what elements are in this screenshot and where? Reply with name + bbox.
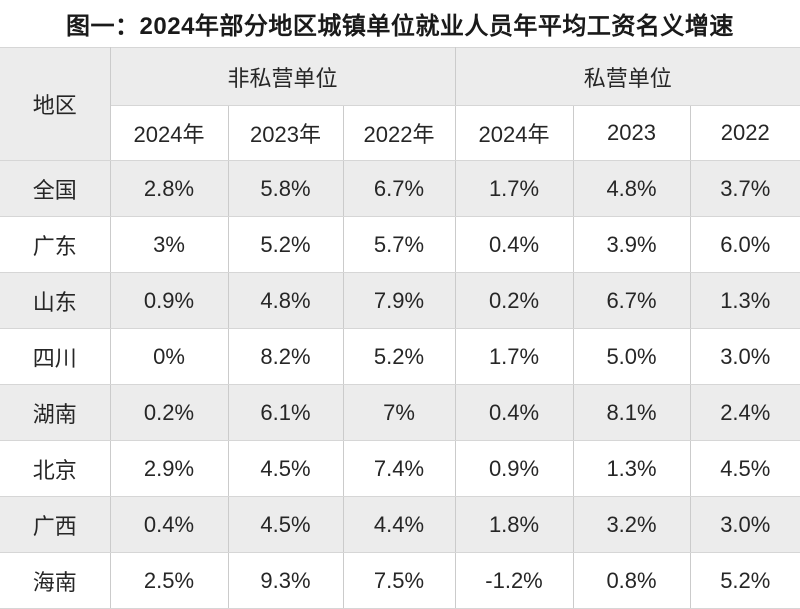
table-row-sichuan: 四川 0% 8.2% 5.2% 1.7% 5.0% 3.0% <box>0 328 800 385</box>
table-row-shandong: 山东 0.9% 4.8% 7.9% 0.2% 6.7% 1.3% <box>0 272 800 329</box>
value-cell: 1.3% <box>572 440 691 497</box>
value-cell: 4.8% <box>227 272 344 329</box>
table-row-guangdong: 广东 3% 5.2% 5.7% 0.4% 3.9% 6.0% <box>0 216 800 273</box>
region-cell: 四川 <box>0 328 111 385</box>
header-group-private: 私营单位 <box>454 47 800 106</box>
table-row-hainan: 海南 2.5% 9.3% 7.5% -1.2% 0.8% 5.2% <box>0 552 800 609</box>
region-cell: 北京 <box>0 440 111 497</box>
value-cell: 3.0% <box>689 328 800 385</box>
value-cell: 1.7% <box>454 328 574 385</box>
value-cell: 5.2% <box>342 328 456 385</box>
header-region: 地区 <box>0 47 111 161</box>
region-cell: 广东 <box>0 216 111 273</box>
value-cell: 3.7% <box>689 160 800 217</box>
wage-growth-table: 地区 非私营单位 私营单位 2024年 2023年 2022年 2024年 20… <box>0 47 800 609</box>
value-cell: 8.1% <box>572 384 691 441</box>
value-cell: 7.5% <box>342 552 456 609</box>
value-cell: 1.7% <box>454 160 574 217</box>
figure-title: 图一：2024年部分地区城镇单位就业人员年平均工资名义增速 <box>66 13 734 40</box>
value-cell: 2.9% <box>109 440 229 497</box>
region-cell: 海南 <box>0 552 111 609</box>
value-cell: 3.0% <box>689 496 800 553</box>
region-cell: 广西 <box>0 496 111 553</box>
header-private-2024: 2024年 <box>454 105 574 161</box>
table-row-beijing: 北京 2.9% 4.5% 7.4% 0.9% 1.3% 4.5% <box>0 440 800 497</box>
value-cell: 0% <box>109 328 229 385</box>
header-nonprivate-2023: 2023年 <box>227 105 344 161</box>
region-cell: 湖南 <box>0 384 111 441</box>
region-cell: 山东 <box>0 272 111 329</box>
value-cell: 6.7% <box>572 272 691 329</box>
value-cell: 0.8% <box>572 552 691 609</box>
value-cell: 2.4% <box>689 384 800 441</box>
value-cell: 7.4% <box>342 440 456 497</box>
value-cell: 5.8% <box>227 160 344 217</box>
table-row-quanguo: 全国 2.8% 5.8% 6.7% 1.7% 4.8% 3.7% <box>0 160 800 217</box>
value-cell: 1.8% <box>454 496 574 553</box>
value-cell: 2.8% <box>109 160 229 217</box>
value-cell: 7% <box>342 384 456 441</box>
header-nonprivate-2024: 2024年 <box>110 105 229 161</box>
value-cell: 4.5% <box>227 440 344 497</box>
value-cell: 3% <box>109 216 229 273</box>
value-cell: 2.5% <box>109 552 229 609</box>
header-private-2022: 2022 <box>689 105 800 161</box>
header-year-row: 2024年 2023年 2022年 2024年 2023 2022 <box>0 105 800 161</box>
value-cell: 0.9% <box>454 440 574 497</box>
value-cell: 5.7% <box>342 216 456 273</box>
value-cell: 0.4% <box>109 496 229 553</box>
value-cell: 4.8% <box>572 160 691 217</box>
value-cell: -1.2% <box>454 552 574 609</box>
value-cell: 3.9% <box>572 216 691 273</box>
value-cell: 6.0% <box>689 216 800 273</box>
value-cell: 5.0% <box>572 328 691 385</box>
value-cell: 8.2% <box>227 328 344 385</box>
value-cell: 6.1% <box>227 384 344 441</box>
header-nonprivate-2022: 2022年 <box>342 105 456 161</box>
value-cell: 4.4% <box>342 496 456 553</box>
value-cell: 5.2% <box>227 216 344 273</box>
value-cell: 4.5% <box>227 496 344 553</box>
value-cell: 0.2% <box>454 272 574 329</box>
table-row-hunan: 湖南 0.2% 6.1% 7% 0.4% 8.1% 2.4% <box>0 384 800 441</box>
region-cell: 全国 <box>0 160 111 217</box>
value-cell: 9.3% <box>227 552 344 609</box>
table-row-guangxi: 广西 0.4% 4.5% 4.4% 1.8% 3.2% 3.0% <box>0 496 800 553</box>
value-cell: 3.2% <box>572 496 691 553</box>
value-cell: 6.7% <box>342 160 456 217</box>
value-cell: 7.9% <box>342 272 456 329</box>
header-group-row: 地区 非私营单位 私营单位 <box>0 47 800 161</box>
value-cell: 0.4% <box>454 216 574 273</box>
header-private-2023: 2023 <box>572 105 691 161</box>
value-cell: 1.3% <box>689 272 800 329</box>
value-cell: 0.4% <box>454 384 574 441</box>
value-cell: 5.2% <box>689 552 800 609</box>
value-cell: 0.9% <box>109 272 229 329</box>
value-cell: 4.5% <box>689 440 800 497</box>
header-group-nonprivate: 非私营单位 <box>109 47 456 106</box>
value-cell: 0.2% <box>109 384 229 441</box>
